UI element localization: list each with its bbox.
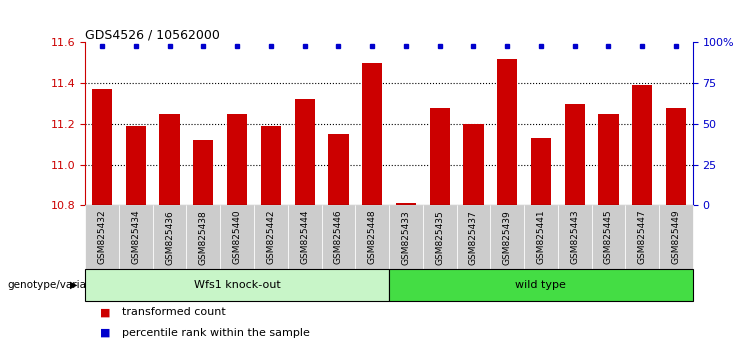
Text: GSM825436: GSM825436 <box>165 210 174 264</box>
Bar <box>159 114 180 205</box>
Text: Wfs1 knock-out: Wfs1 knock-out <box>193 280 281 290</box>
Bar <box>531 138 551 205</box>
Text: GSM825439: GSM825439 <box>502 210 512 264</box>
Bar <box>632 85 652 205</box>
Bar <box>294 99 315 205</box>
Text: GSM825449: GSM825449 <box>671 210 680 264</box>
Bar <box>261 126 281 205</box>
Text: ■: ■ <box>100 307 110 318</box>
Bar <box>126 126 146 205</box>
Text: transformed count: transformed count <box>122 307 226 318</box>
Text: wild type: wild type <box>516 280 566 290</box>
Text: percentile rank within the sample: percentile rank within the sample <box>122 328 310 338</box>
Text: GSM825446: GSM825446 <box>334 210 343 264</box>
Bar <box>328 134 348 205</box>
Bar <box>193 140 213 205</box>
Text: GDS4526 / 10562000: GDS4526 / 10562000 <box>85 28 220 41</box>
Bar <box>396 203 416 205</box>
Bar <box>362 63 382 205</box>
Bar <box>92 89 112 205</box>
Bar <box>227 114 247 205</box>
Text: ▶: ▶ <box>70 280 78 290</box>
Text: GSM825433: GSM825433 <box>402 210 411 264</box>
Text: GSM825432: GSM825432 <box>98 210 107 264</box>
Bar <box>497 59 517 205</box>
Text: GSM825443: GSM825443 <box>570 210 579 264</box>
Text: ■: ■ <box>100 328 110 338</box>
Bar <box>463 124 484 205</box>
Text: GSM825444: GSM825444 <box>300 210 309 264</box>
Text: GSM825440: GSM825440 <box>233 210 242 264</box>
Text: GSM825437: GSM825437 <box>469 210 478 264</box>
Text: GSM825442: GSM825442 <box>266 210 276 264</box>
Bar <box>598 114 619 205</box>
Text: GSM825448: GSM825448 <box>368 210 376 264</box>
Bar <box>430 108 450 205</box>
Text: GSM825447: GSM825447 <box>638 210 647 264</box>
Text: GSM825434: GSM825434 <box>131 210 140 264</box>
Text: genotype/variation: genotype/variation <box>7 280 107 290</box>
Text: GSM825441: GSM825441 <box>536 210 545 264</box>
Text: GSM825435: GSM825435 <box>435 210 444 264</box>
Bar <box>666 108 686 205</box>
Text: GSM825438: GSM825438 <box>199 210 208 264</box>
Text: GSM825445: GSM825445 <box>604 210 613 264</box>
Bar <box>565 104 585 205</box>
